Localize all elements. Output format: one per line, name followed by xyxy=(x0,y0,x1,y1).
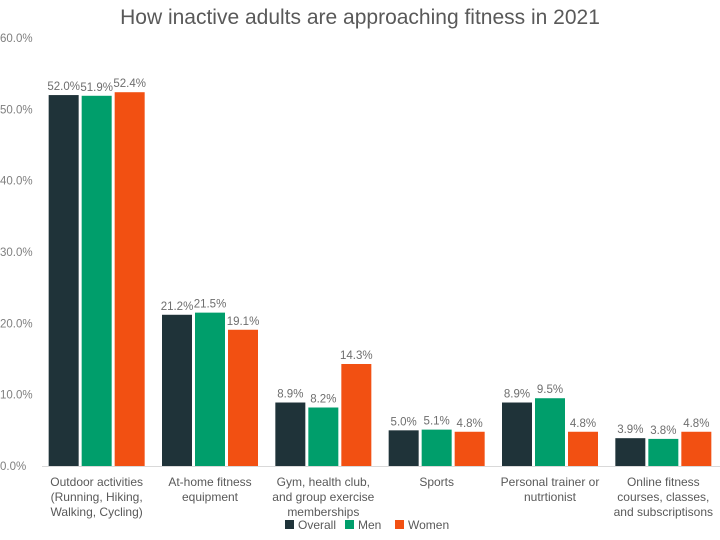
legend-label-women: Women xyxy=(408,518,449,532)
data-label: 21.5% xyxy=(194,299,227,311)
data-label: 19.1% xyxy=(227,316,260,328)
legend: Overall Men Women xyxy=(285,518,449,532)
data-label: 14.3% xyxy=(340,350,373,362)
data-label: 4.8% xyxy=(457,418,483,430)
data-label: 8.2% xyxy=(310,394,336,406)
y-tick-label: 40.0% xyxy=(0,176,33,188)
data-label: 21.2% xyxy=(161,301,194,313)
x-tick-label: Personal trainer or nutrtionist xyxy=(501,475,600,504)
legend-label-men: Men xyxy=(358,518,381,532)
data-label: 5.0% xyxy=(391,416,417,428)
x-tick-label: Online fitness courses, classes, and subsc… xyxy=(614,475,713,519)
legend-label-overall: Overall xyxy=(298,518,336,532)
bar-women xyxy=(341,363,372,466)
x-tick-label: Gym, health club, and group exercise membe… xyxy=(272,475,374,519)
bar-overall xyxy=(502,402,532,466)
data-label: 52.0% xyxy=(47,81,80,93)
y-tick-label: 0.0% xyxy=(0,461,26,473)
data-label: 9.5% xyxy=(537,384,563,396)
bar-men xyxy=(81,95,112,466)
bar-overall xyxy=(162,314,192,466)
bar-men xyxy=(195,312,225,466)
data-label: 3.9% xyxy=(617,424,643,436)
x-tick-label: Sports xyxy=(419,475,454,489)
bar-overall xyxy=(388,430,419,466)
x-axis: Outdoor activities (Running, Hiking, Walki… xyxy=(42,466,720,519)
legend-swatch-men xyxy=(345,520,354,529)
y-tick-label: 50.0% xyxy=(0,104,33,116)
data-label: 4.8% xyxy=(570,418,596,430)
y-tick-label: 20.0% xyxy=(0,318,33,330)
data-label: 51.9% xyxy=(80,82,113,94)
bars xyxy=(48,92,712,467)
y-tick-label: 10.0% xyxy=(0,390,33,402)
bar-men xyxy=(535,398,565,466)
data-label: 52.4% xyxy=(113,78,146,90)
bar-men xyxy=(648,438,679,466)
bar-overall xyxy=(615,438,646,466)
bar-women xyxy=(681,431,712,466)
x-tick-label: Outdoor activities (Running, Hiking, Walki… xyxy=(50,475,143,519)
data-label: 4.8% xyxy=(683,418,709,430)
bar-men xyxy=(308,407,339,466)
y-tick-label: 30.0% xyxy=(0,247,33,259)
bar-men xyxy=(421,429,452,466)
bar-women xyxy=(228,329,258,466)
legend-swatch-overall xyxy=(285,520,294,529)
bar-overall xyxy=(275,402,306,466)
y-axis: 0.0% 10.0% 20.0% 30.0% 40.0% 50.0% 60.0% xyxy=(0,33,33,473)
bar-women xyxy=(454,431,485,466)
legend-swatch-women xyxy=(395,520,404,529)
data-label: 8.9% xyxy=(277,389,303,401)
data-label: 8.9% xyxy=(504,389,530,401)
x-tick-label: At-home fitness equipment xyxy=(168,475,251,504)
bar-overall xyxy=(48,95,79,467)
data-label: 5.1% xyxy=(424,416,450,428)
bar-women xyxy=(114,92,145,467)
bar-women xyxy=(568,431,598,466)
data-labels: 52.0% 51.9% 52.4% 21.2% 21.5%19.1% 8.9% 8.2% 14… xyxy=(47,78,709,437)
data-label: 3.8% xyxy=(650,425,676,437)
chart-title: How inactive adults are approaching fitn… xyxy=(120,6,600,29)
y-tick-label: 60.0% xyxy=(0,33,33,45)
